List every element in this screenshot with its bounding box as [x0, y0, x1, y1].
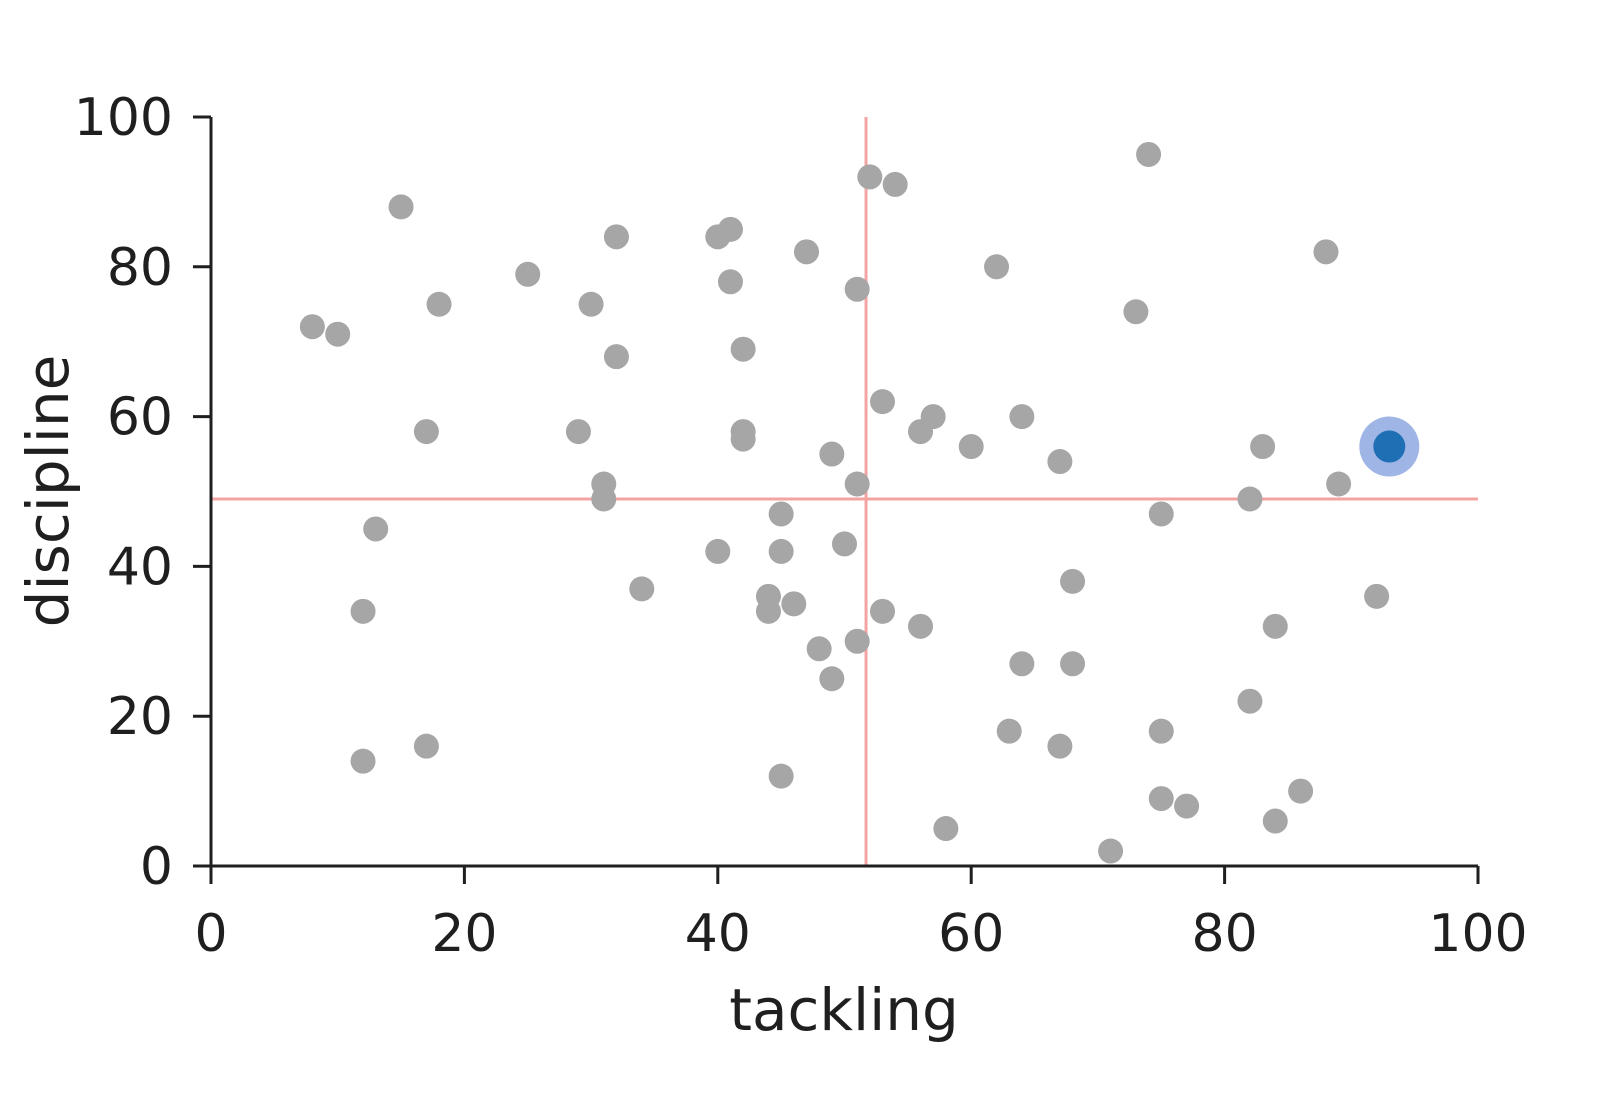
data-points	[299, 141, 1420, 864]
data-point	[1262, 613, 1288, 639]
data-point	[1060, 651, 1086, 677]
x-tick-label: 80	[1192, 904, 1258, 964]
data-point	[730, 336, 756, 362]
data-point	[1313, 239, 1339, 265]
data-point	[933, 816, 959, 842]
data-point	[1148, 786, 1174, 812]
y-tick-label: 60	[107, 388, 173, 448]
y-axis-title: discipline	[14, 355, 82, 628]
data-point	[426, 291, 452, 317]
y-tick-label: 80	[107, 238, 173, 298]
data-point	[1250, 434, 1276, 460]
data-point	[565, 419, 591, 445]
data-point	[1237, 486, 1263, 512]
x-tick-label: 100	[1428, 904, 1527, 964]
x-axis-title: tackling	[729, 976, 959, 1044]
data-point	[1098, 838, 1124, 864]
data-point	[1047, 733, 1073, 759]
x-tick-label: 40	[685, 904, 751, 964]
data-point	[717, 269, 743, 295]
x-tick-label: 20	[431, 904, 497, 964]
data-point	[705, 538, 731, 564]
data-point	[591, 486, 617, 512]
data-point	[844, 628, 870, 654]
data-point	[730, 426, 756, 452]
data-point	[819, 666, 845, 692]
highlighted-point	[1373, 430, 1406, 463]
data-point	[832, 531, 857, 557]
data-point	[781, 591, 807, 617]
x-tick-label: 60	[938, 904, 1004, 964]
data-point	[793, 239, 819, 265]
ticks: 0 20 40 60 80 100 0 20 40 60 80 100	[74, 88, 1528, 964]
y-tick-label: 0	[140, 837, 173, 897]
data-point	[882, 171, 908, 197]
data-point	[603, 344, 629, 370]
data-point	[1237, 688, 1263, 714]
data-point	[996, 718, 1022, 744]
data-point	[1364, 583, 1390, 609]
data-point	[958, 434, 984, 460]
data-point	[1136, 141, 1162, 167]
data-point	[1148, 718, 1174, 744]
data-point	[388, 194, 414, 220]
data-point	[413, 733, 439, 759]
data-point	[1009, 404, 1035, 430]
y-tick-label: 100	[74, 88, 173, 148]
reference-lines	[211, 117, 1478, 866]
data-point	[1148, 501, 1174, 527]
data-point	[768, 501, 794, 527]
data-point	[1123, 299, 1149, 325]
data-point	[1288, 778, 1314, 804]
data-point	[819, 441, 845, 467]
data-point	[515, 261, 541, 287]
x-tick-label: 0	[194, 904, 227, 964]
data-point	[768, 538, 794, 564]
data-point	[629, 576, 655, 602]
data-point	[350, 748, 376, 774]
data-point	[857, 164, 883, 190]
data-point	[325, 321, 351, 347]
y-tick-label: 40	[107, 537, 173, 597]
data-point	[870, 389, 896, 415]
data-point	[844, 276, 870, 302]
data-point	[413, 419, 439, 445]
data-point	[908, 419, 934, 445]
y-tick-label: 20	[107, 687, 173, 747]
data-point	[1047, 449, 1073, 475]
data-point	[363, 516, 389, 542]
data-point	[1326, 471, 1352, 497]
data-point	[705, 224, 731, 250]
data-point	[870, 598, 896, 624]
data-point	[755, 598, 781, 624]
data-point	[603, 224, 629, 250]
data-point	[299, 314, 325, 340]
data-point	[908, 613, 934, 639]
data-point	[1060, 568, 1086, 594]
data-point	[350, 598, 376, 624]
data-point	[1262, 808, 1288, 834]
data-point	[1009, 651, 1035, 677]
data-point	[844, 471, 870, 497]
data-point	[768, 763, 794, 789]
axes	[209, 117, 1478, 868]
data-point	[1174, 793, 1200, 819]
data-point	[806, 636, 832, 662]
data-point	[578, 291, 604, 317]
data-point	[984, 254, 1010, 280]
